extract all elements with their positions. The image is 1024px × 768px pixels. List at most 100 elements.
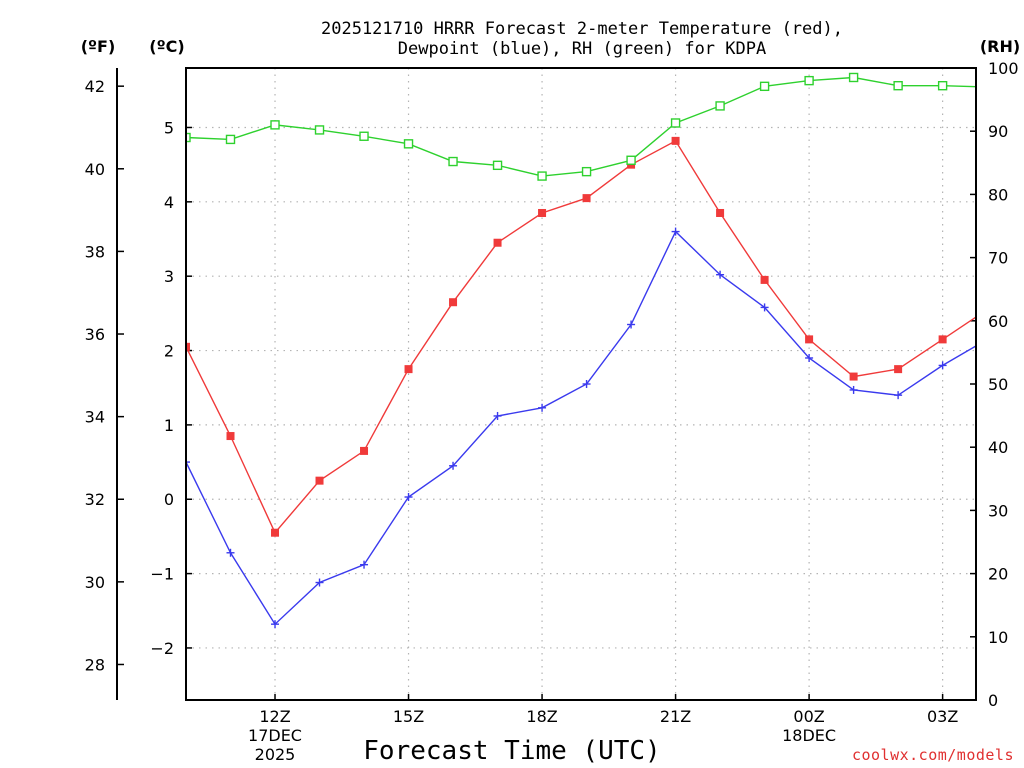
- fahrenheit-tick-label: 40: [85, 160, 105, 179]
- dewpoint-point: [760, 303, 769, 312]
- fahrenheit-tick-label: 34: [85, 408, 105, 427]
- time-tick-label: 15Z: [393, 707, 424, 726]
- rh-tick-label: 90: [988, 122, 1008, 141]
- dewpoint-point: [938, 361, 947, 370]
- plot-frame: [185, 67, 977, 701]
- rh-point: [270, 120, 280, 130]
- rh-point: [403, 139, 414, 149]
- rh-point: [492, 160, 503, 171]
- dewpoint-point: [186, 458, 190, 467]
- dewpoint-point: [226, 548, 235, 557]
- celsius-tick-label: 1: [164, 416, 174, 435]
- rh-tick-label: 70: [988, 249, 1008, 268]
- rh-tick-label: 20: [988, 565, 1008, 584]
- dewpoint-point: [404, 493, 413, 502]
- dewpoint-point: [849, 385, 858, 394]
- rh-point: [715, 101, 725, 111]
- rh-point: [537, 171, 547, 181]
- temperature-point: [538, 208, 547, 217]
- temperature-point: [849, 372, 858, 381]
- temperature-point: [671, 136, 680, 145]
- rh-tick-label: 40: [988, 438, 1008, 457]
- dewpoint-point: [805, 353, 814, 362]
- temperature-point: [315, 476, 324, 485]
- temperature-point: [938, 335, 947, 344]
- fahrenheit-tick-label: 42: [85, 77, 105, 96]
- credit-text: coolwx.com/models: [852, 746, 1014, 764]
- dewpoint-point: [449, 461, 458, 470]
- celsius-axis: −2 −1 0 1 2 3 4 5: [150, 118, 192, 658]
- temperature-point: [805, 335, 814, 344]
- series-layer: [186, 72, 991, 629]
- rh-point: [848, 72, 859, 83]
- rh-tick-label: 80: [988, 185, 1008, 204]
- series-dewpoint: [186, 227, 991, 629]
- rh-tick-label: 30: [988, 501, 1008, 520]
- rh-point: [759, 81, 770, 92]
- fahrenheit-unit-label: (ºF): [81, 37, 116, 56]
- rh-point: [225, 134, 236, 145]
- time-tick-label: 12Z: [259, 707, 290, 726]
- fahrenheit-tick-label: 28: [85, 655, 105, 674]
- rh-point: [186, 132, 191, 143]
- temperature-point: [582, 194, 591, 203]
- series-rh: [186, 72, 991, 181]
- time-tick-date: 18DEC: [782, 726, 836, 745]
- dewpoint-point: [360, 560, 369, 569]
- rh-tick-label: 10: [988, 628, 1008, 647]
- rh-tick-label: 100: [988, 59, 1019, 78]
- temperature-point: [360, 446, 369, 455]
- rh-tick-label: 50: [988, 375, 1008, 394]
- celsius-tick-label: 0: [164, 490, 174, 509]
- rh-point: [893, 80, 903, 91]
- dewpoint-point: [315, 578, 324, 587]
- temperature-point: [493, 238, 502, 247]
- fahrenheit-tick-label: 32: [85, 490, 105, 509]
- celsius-tick-label: −2: [150, 639, 174, 658]
- time-tick-label: 03Z: [927, 707, 958, 726]
- fahrenheit-axis: 28 30 32 34 36 38 40 42: [85, 68, 124, 700]
- time-tick-year: 2025: [255, 745, 296, 764]
- chart-title-line-1: 2025121710 HRRR Forecast 2-meter Tempera…: [321, 19, 843, 39]
- temperature-point: [186, 342, 190, 351]
- chart-title-line-2: Dewpoint (blue), RH (green) for KDPA: [398, 39, 766, 59]
- series-line: [186, 230, 976, 626]
- x-axis-label: Forecast Time (UTC): [363, 736, 660, 766]
- rh-axis: 0 10 20 30 40 50 60 70 80 90 100: [970, 59, 1019, 710]
- temperature-point: [760, 275, 769, 284]
- temperature-point: [449, 298, 458, 307]
- celsius-tick-label: 2: [164, 342, 174, 361]
- fahrenheit-tick-label: 38: [85, 242, 105, 261]
- time-tick-label: 18Z: [526, 707, 557, 726]
- dewpoint-point: [493, 411, 502, 420]
- temperature-point: [716, 208, 725, 217]
- rh-unit-label: (RH): [980, 37, 1020, 56]
- rh-point: [314, 125, 325, 135]
- rh-point: [359, 131, 369, 141]
- time-tick-label: 21Z: [660, 707, 691, 726]
- grid-lines: [186, 68, 976, 700]
- time-tick-date: 17DEC: [248, 726, 302, 745]
- dewpoint-point: [983, 335, 991, 343]
- rh-point: [937, 80, 948, 91]
- temperature-point: [271, 528, 280, 537]
- rh-tick-label: 0: [988, 691, 998, 710]
- dewpoint-point: [627, 320, 636, 329]
- dewpoint-point: [716, 270, 725, 279]
- celsius-tick-label: 5: [164, 118, 174, 137]
- dewpoint-point: [894, 391, 903, 400]
- rh-point: [626, 155, 636, 165]
- series-line: [186, 76, 976, 177]
- fahrenheit-tick-label: 30: [85, 573, 105, 592]
- temperature-point: [894, 365, 903, 374]
- series-temperature: [186, 136, 976, 537]
- dewpoint-point: [271, 620, 280, 629]
- celsius-tick-label: 3: [164, 267, 174, 286]
- celsius-tick-label: 4: [164, 193, 174, 212]
- rh-point: [983, 83, 991, 91]
- dewpoint-point: [538, 403, 547, 412]
- celsius-unit-label: (ºC): [149, 37, 184, 56]
- rh-point: [670, 118, 681, 128]
